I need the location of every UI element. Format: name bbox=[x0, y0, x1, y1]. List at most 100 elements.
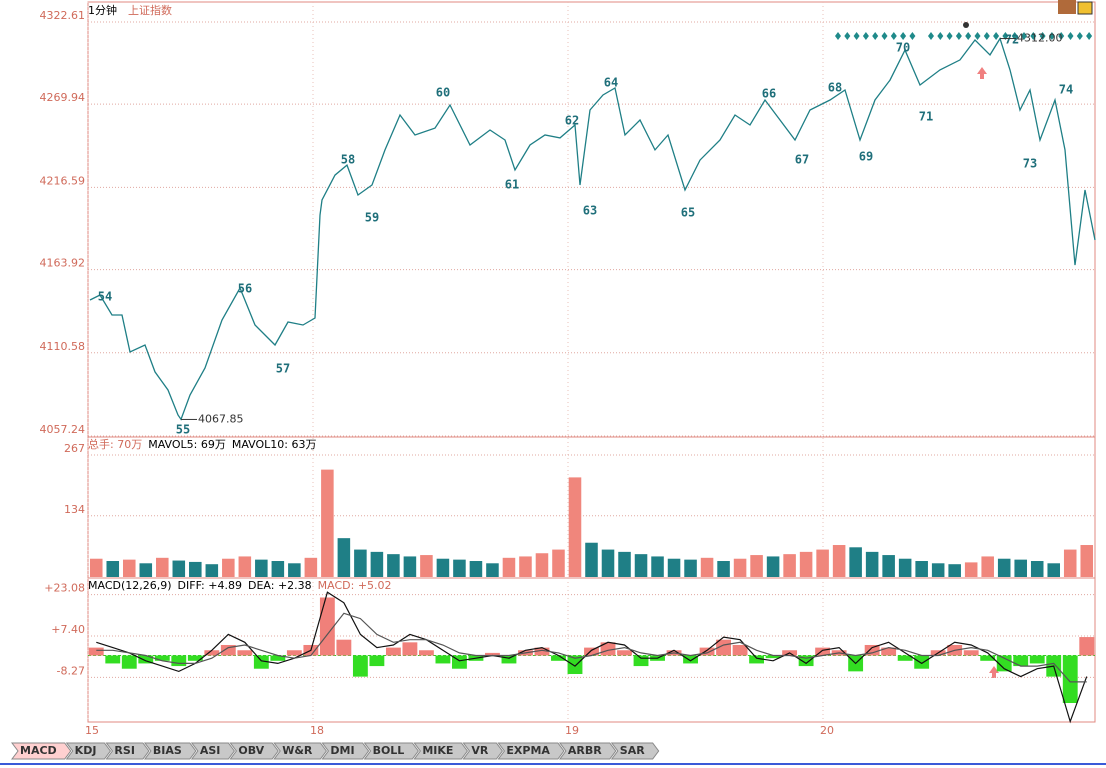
macd-histogram bbox=[699, 647, 715, 656]
volume-bar bbox=[354, 549, 367, 577]
macd-histogram bbox=[435, 655, 451, 664]
signal-diamond bbox=[974, 32, 981, 40]
tab-shape[interactable] bbox=[229, 742, 279, 760]
macd-histogram bbox=[551, 655, 566, 661]
macd-histogram bbox=[369, 655, 385, 667]
volume-bar bbox=[733, 558, 747, 577]
indicator-tab[interactable]: BOLL bbox=[363, 742, 419, 760]
volume-bar bbox=[156, 557, 169, 577]
indicator-tab[interactable]: MIKE bbox=[413, 742, 469, 760]
tab-label[interactable]: W&R bbox=[282, 744, 313, 757]
macd-histogram bbox=[914, 655, 930, 669]
tab-shape[interactable] bbox=[11, 742, 72, 760]
tab-label[interactable]: BOLL bbox=[373, 744, 405, 757]
macd-histogram bbox=[815, 647, 831, 656]
y-tick-label: 4269.94 bbox=[40, 91, 86, 104]
tab-shape[interactable] bbox=[497, 742, 565, 760]
signal-diamond bbox=[1067, 32, 1074, 40]
macd-histogram bbox=[187, 655, 203, 661]
signal-diamond bbox=[844, 32, 851, 40]
volume-bar bbox=[502, 557, 516, 577]
tab-shape[interactable] bbox=[363, 742, 419, 760]
volume-bar bbox=[783, 554, 796, 577]
tab-shape[interactable] bbox=[190, 742, 235, 760]
tab-label[interactable]: BIAS bbox=[153, 744, 182, 757]
volume-bar bbox=[898, 558, 912, 577]
macd-histogram bbox=[336, 639, 352, 656]
volume-bar bbox=[370, 551, 384, 577]
indicator-tab[interactable]: SAR bbox=[610, 742, 660, 760]
tab-label[interactable]: ARBR bbox=[568, 744, 602, 757]
indicator-tab[interactable]: DMI bbox=[321, 742, 370, 760]
tab-shape[interactable] bbox=[143, 742, 197, 760]
tab-label[interactable]: DMI bbox=[330, 744, 354, 757]
macd-histogram bbox=[963, 650, 979, 656]
tab-shape[interactable] bbox=[321, 742, 370, 760]
indicator-tab[interactable]: RSI bbox=[105, 742, 150, 760]
tab-label[interactable]: RSI bbox=[114, 744, 135, 757]
tab-label[interactable]: EXPMA bbox=[506, 744, 550, 757]
indicator-tab[interactable]: ARBR bbox=[558, 742, 617, 760]
volume-bar bbox=[1030, 561, 1044, 577]
indicator-tab[interactable]: BIAS bbox=[143, 742, 197, 760]
volume-bar bbox=[667, 558, 681, 577]
tab-shape[interactable] bbox=[105, 742, 150, 760]
tab-label[interactable]: ASI bbox=[200, 744, 221, 757]
tab-shape[interactable] bbox=[65, 742, 112, 760]
volume-bar bbox=[849, 547, 862, 577]
tab-shape[interactable] bbox=[558, 742, 617, 760]
indicator-tab[interactable]: W&R bbox=[273, 742, 328, 760]
macd-histogram bbox=[220, 644, 236, 656]
volume-bar bbox=[568, 477, 582, 577]
volume-bar bbox=[222, 558, 235, 577]
tab-label[interactable]: MACD bbox=[20, 744, 57, 757]
volume-bar bbox=[89, 558, 103, 577]
tab-label[interactable]: KDJ bbox=[75, 744, 97, 757]
macd-line bbox=[96, 591, 1088, 724]
volume-bar bbox=[1063, 549, 1077, 577]
y-tick-label: 4216.59 bbox=[40, 174, 86, 187]
tab-label[interactable]: OBV bbox=[238, 744, 264, 757]
indicator-tab[interactable]: OBV bbox=[229, 742, 279, 760]
tab-label[interactable]: SAR bbox=[620, 744, 645, 757]
indicator-tab[interactable]: KDJ bbox=[65, 742, 112, 760]
wave-label: 60 bbox=[436, 85, 450, 99]
volume-bar bbox=[535, 553, 549, 577]
wave-label: 57 bbox=[276, 361, 290, 375]
indicator-header: DIFF: +4.89 bbox=[178, 579, 242, 592]
volume-bar bbox=[337, 538, 351, 577]
volume-bar bbox=[799, 551, 813, 577]
high-label: 4312.00 bbox=[1017, 32, 1063, 45]
macd-histogram bbox=[617, 650, 632, 656]
tab-shape[interactable] bbox=[413, 742, 469, 760]
indicator-tab[interactable]: MACD bbox=[11, 742, 72, 760]
macd-histogram bbox=[270, 655, 286, 661]
indicator-tab[interactable]: ASI bbox=[190, 742, 235, 760]
macd-histogram bbox=[633, 655, 649, 667]
indicator-tab[interactable]: VR bbox=[462, 742, 504, 760]
volume-bar bbox=[139, 563, 153, 577]
macd-histogram bbox=[534, 647, 550, 656]
wave-label: 71 bbox=[919, 110, 933, 124]
volume-bar bbox=[321, 469, 334, 577]
tab-label[interactable]: MIKE bbox=[422, 744, 453, 757]
signal-diamond bbox=[1058, 32, 1065, 40]
wave-label: 73 bbox=[1023, 156, 1037, 170]
macd-histogram bbox=[897, 655, 913, 661]
tab-shape[interactable] bbox=[462, 742, 504, 760]
y-tick-label: 4057.24 bbox=[40, 423, 86, 436]
tab-shape[interactable] bbox=[273, 742, 328, 760]
macd-histogram bbox=[319, 597, 335, 656]
indicator-header: 总手: 70万 bbox=[88, 437, 142, 451]
tab-shape[interactable] bbox=[610, 742, 660, 760]
tab-label[interactable]: VR bbox=[471, 744, 489, 757]
volume-bar bbox=[882, 555, 895, 577]
y-tick-label: 4163.92 bbox=[40, 257, 86, 270]
volume-bar bbox=[915, 561, 928, 577]
volume-bar bbox=[717, 561, 730, 577]
indicator-tab[interactable]: EXPMA bbox=[497, 742, 565, 760]
volume-bar bbox=[387, 554, 400, 577]
macd-histogram bbox=[418, 650, 434, 656]
volume-bar bbox=[453, 559, 466, 577]
marker-dot bbox=[963, 22, 969, 28]
